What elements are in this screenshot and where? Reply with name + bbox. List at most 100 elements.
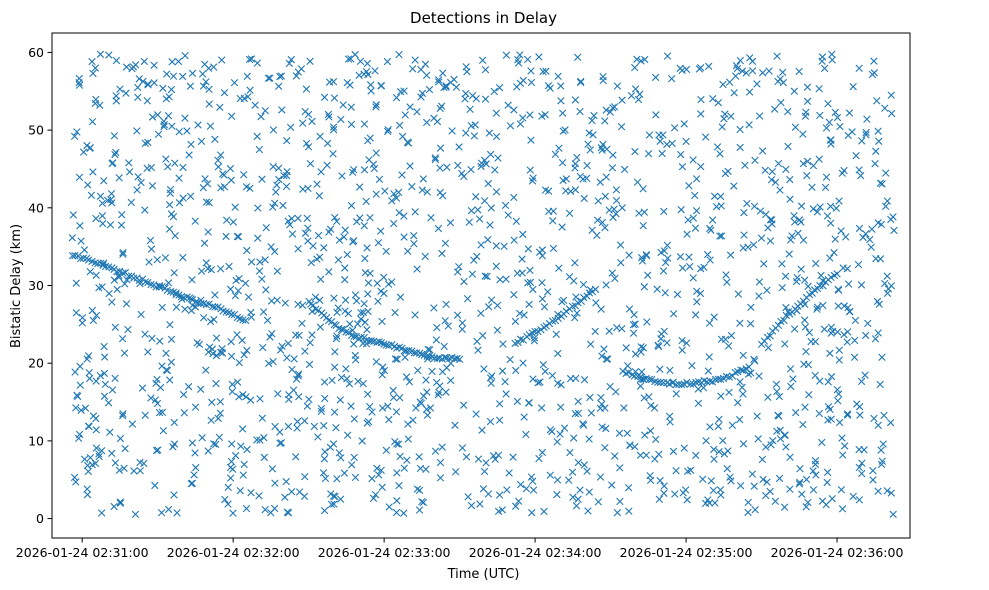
data-point bbox=[597, 305, 605, 313]
data-point bbox=[887, 215, 895, 224]
data-point bbox=[520, 413, 528, 421]
data-point bbox=[198, 70, 207, 78]
data-point bbox=[179, 253, 187, 262]
data-point bbox=[243, 246, 251, 255]
data-point bbox=[88, 57, 96, 66]
data-point bbox=[391, 355, 400, 363]
data-point bbox=[216, 103, 224, 111]
data-point bbox=[395, 50, 403, 59]
data-point bbox=[419, 175, 428, 183]
data-point bbox=[278, 106, 286, 114]
data-point bbox=[557, 97, 565, 105]
data-point bbox=[762, 491, 770, 500]
data-point bbox=[422, 71, 431, 79]
x-tick-label: 2026-01-24 02:31:00 bbox=[16, 545, 149, 560]
data-point bbox=[778, 284, 786, 292]
data-point bbox=[654, 378, 662, 386]
data-point bbox=[436, 474, 445, 482]
data-point bbox=[335, 236, 344, 244]
data-point bbox=[880, 411, 888, 420]
data-point bbox=[602, 173, 610, 181]
data-point bbox=[247, 488, 255, 497]
data-point bbox=[485, 129, 494, 137]
data-point bbox=[511, 317, 520, 326]
data-point bbox=[584, 507, 592, 515]
data-point bbox=[361, 318, 369, 326]
data-point bbox=[433, 117, 442, 126]
y-tick-label: 40 bbox=[28, 200, 44, 215]
data-point bbox=[123, 275, 131, 284]
data-point bbox=[229, 509, 237, 517]
data-point bbox=[317, 168, 325, 176]
data-point bbox=[106, 428, 114, 436]
data-point bbox=[205, 343, 214, 351]
data-point bbox=[573, 309, 581, 317]
data-point bbox=[295, 488, 304, 496]
data-point bbox=[468, 270, 477, 278]
data-point bbox=[534, 378, 542, 387]
data-point bbox=[706, 256, 714, 264]
data-point bbox=[371, 67, 379, 75]
data-point bbox=[808, 183, 816, 191]
data-point bbox=[99, 259, 108, 267]
data-point bbox=[570, 434, 578, 442]
data-point bbox=[640, 283, 649, 291]
data-point bbox=[204, 64, 213, 73]
data-point bbox=[502, 275, 510, 283]
data-point bbox=[556, 430, 564, 438]
data-point bbox=[454, 161, 462, 170]
data-point bbox=[611, 274, 619, 283]
data-point bbox=[646, 427, 655, 435]
data-point bbox=[435, 388, 443, 396]
data-point bbox=[744, 508, 752, 517]
data-point bbox=[269, 203, 277, 211]
data-point bbox=[554, 314, 562, 323]
data-point bbox=[81, 404, 90, 412]
data-point bbox=[528, 177, 537, 185]
data-point bbox=[749, 241, 758, 249]
data-point bbox=[157, 508, 166, 517]
data-point bbox=[287, 487, 296, 496]
data-point bbox=[398, 132, 407, 141]
data-point bbox=[159, 426, 168, 435]
data-point bbox=[395, 121, 404, 130]
data-point bbox=[78, 313, 87, 322]
data-point bbox=[118, 412, 127, 420]
data-point bbox=[303, 214, 311, 222]
data-point bbox=[216, 409, 225, 417]
data-point bbox=[256, 395, 264, 403]
data-point bbox=[529, 174, 537, 182]
data-point bbox=[638, 257, 647, 265]
data-point bbox=[759, 69, 767, 77]
data-point bbox=[364, 290, 372, 298]
data-point bbox=[125, 159, 133, 167]
data-point bbox=[217, 184, 225, 192]
data-point bbox=[226, 463, 235, 472]
data-point bbox=[200, 313, 208, 322]
data-point bbox=[486, 417, 495, 426]
data-point bbox=[784, 142, 792, 151]
data-point bbox=[434, 76, 443, 84]
data-point bbox=[227, 176, 235, 184]
data-point bbox=[812, 471, 820, 479]
data-point bbox=[734, 398, 742, 407]
data-point bbox=[259, 343, 267, 352]
data-point bbox=[602, 355, 611, 363]
data-point bbox=[378, 483, 386, 491]
data-point bbox=[827, 372, 836, 381]
data-point bbox=[798, 490, 806, 498]
y-tick-label: 10 bbox=[28, 433, 44, 448]
data-point bbox=[717, 202, 725, 210]
data-point bbox=[537, 404, 546, 412]
data-point bbox=[479, 331, 487, 340]
data-point bbox=[364, 390, 372, 398]
data-point bbox=[395, 343, 404, 351]
data-point bbox=[487, 204, 495, 212]
data-point bbox=[672, 467, 680, 475]
data-point bbox=[740, 231, 748, 239]
data-point bbox=[835, 356, 843, 364]
data-point bbox=[164, 279, 173, 287]
data-point bbox=[716, 150, 724, 158]
data-point bbox=[627, 92, 636, 100]
y-tick-label: 0 bbox=[36, 511, 44, 526]
